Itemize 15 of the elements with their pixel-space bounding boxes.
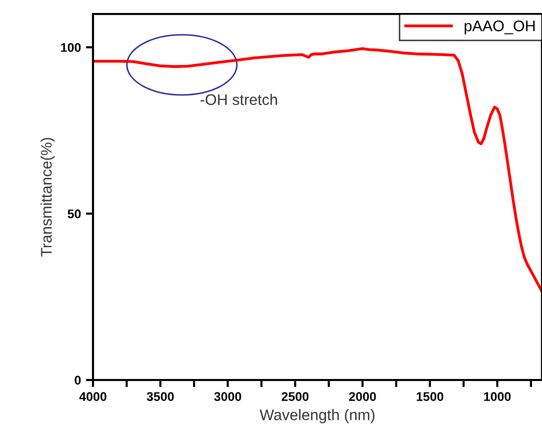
y-tick-label: 50 [68,209,81,218]
x-tick-label: 3000 [214,392,242,402]
x-tick-label: 1000 [484,392,511,401]
x-tick-label: 2000 [349,392,376,401]
line-series [93,47,542,294]
legend-label: pAAO_OH [464,20,535,34]
x-axis-title: Wavelength (nm) [260,409,374,424]
y-tick-label: 0 [74,376,81,385]
x-tick-label: 3500 [146,392,174,402]
y-axis-title: Transmittance(%) [40,138,55,257]
x-tick-label: 1500 [416,392,444,401]
x-tick-label: 2500 [282,392,309,401]
x-tick-label: 4000 [79,392,106,401]
annotation: -OH stretch [200,94,277,106]
y-tick-label: 100 [61,43,81,52]
